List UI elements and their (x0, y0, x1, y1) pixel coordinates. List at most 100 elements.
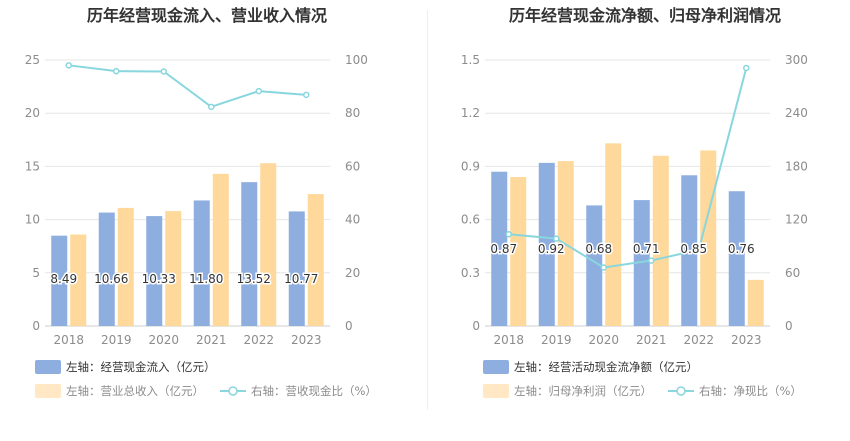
line-point (505, 230, 512, 238)
bar-revenue (70, 234, 87, 326)
bar-net-profit (510, 177, 527, 326)
bar-cash-inflow (146, 216, 163, 326)
data-label: 0.68 (585, 242, 612, 256)
legend-swatch-blue (35, 360, 61, 374)
right-axis-tick-label: 60 (345, 159, 360, 173)
x-axis-tick-label: 2020 (588, 333, 619, 347)
left-axis-tick-label: 10 (25, 213, 40, 227)
line-point (648, 257, 655, 264)
line-series (68, 64, 307, 108)
legend-swatch-orange (483, 384, 509, 398)
left-axis-tick-label: 1.5 (461, 53, 480, 67)
x-axis-tick-label: 2022 (243, 333, 274, 347)
data-label: 10.33 (142, 272, 176, 286)
legend-label: 左轴：经营活动现金流净额（亿元） (514, 360, 698, 374)
right-axis-tick-label: 0 (345, 319, 353, 333)
left-axis-tick-label: 0.6 (461, 213, 480, 227)
data-label: 10.77 (284, 272, 318, 286)
data-label: 0.87 (490, 242, 517, 256)
panel-divider (427, 10, 428, 410)
line-point (600, 264, 607, 271)
bar-cash-inflow (193, 200, 210, 326)
left-axis-tick-label: 0 (472, 319, 480, 333)
bar-revenue (212, 173, 229, 326)
line-point (113, 67, 120, 75)
data-label: 0.92 (538, 242, 565, 256)
legend-swatch-blue (483, 360, 509, 374)
line-series (508, 67, 748, 269)
legend-label: 左轴：经营现金流入（亿元） (66, 360, 216, 374)
legend-label: 左轴：归母净利润（亿元） (514, 384, 652, 398)
right-axis-tick-label: 20 (345, 266, 360, 280)
data-label: 8.49 (50, 272, 77, 286)
legend-swatch-orange (35, 384, 61, 398)
x-axis-tick-label: 2023 (731, 333, 762, 347)
right-axis-tick-label: 300 (785, 53, 808, 67)
line-point (743, 64, 750, 72)
left-axis-tick-label: 0.9 (461, 159, 480, 173)
bar-revenue (307, 194, 324, 326)
data-label: 13.52 (237, 272, 271, 286)
chart-title: 历年经营现金流入、营业收入情况 (87, 6, 327, 25)
bar-cash-inflow (98, 212, 115, 326)
x-axis-tick-label: 2019 (101, 333, 132, 347)
bar-net-cashflow (681, 175, 698, 326)
line-point (255, 87, 262, 95)
bar-revenue (260, 163, 277, 326)
line-point (160, 68, 167, 75)
right-axis-tick-label: 60 (785, 266, 800, 280)
bar-net-profit (605, 143, 622, 326)
x-axis-tick-label: 2021 (196, 333, 227, 347)
bar-cash-inflow (288, 211, 305, 326)
legend-line-marker (228, 386, 238, 396)
bar-revenue (117, 207, 134, 326)
left-axis-tick-label: 25 (25, 53, 40, 67)
data-label: 10.66 (94, 272, 128, 286)
left-axis-tick-label: 0.3 (461, 266, 480, 280)
bar-net-profit (747, 279, 764, 326)
right-axis-tick-label: 40 (345, 213, 360, 227)
left-axis-tick-label: 15 (25, 159, 40, 173)
data-label: 0.85 (680, 242, 707, 256)
chart-cash-inflow-revenue: 历年经营现金流入、营业收入情况 0 5 10 15 20 25 0 20 40 60 80 100 201… (25, 6, 377, 398)
x-axis-tick-label: 2018 (493, 333, 524, 347)
line-point (208, 103, 215, 111)
line-point (303, 91, 310, 99)
right-axis-tick-label: 120 (785, 213, 808, 227)
bar-cash-inflow (241, 182, 258, 326)
right-axis-tick-label: 100 (345, 53, 368, 67)
bar-net-cashflow (728, 191, 745, 326)
bar-net-profit (652, 155, 669, 326)
right-axis-tick-label: 180 (785, 159, 808, 173)
x-axis-tick-label: 2019 (541, 333, 572, 347)
bar-net-cashflow (538, 162, 555, 326)
x-axis-tick-label: 2023 (291, 333, 322, 347)
chart-net-cashflow-profit: 历年经营现金流净额、归母净利润情况 0 0.3 0.6 0.9 1.2 1.5 0 60 120 1… (461, 6, 808, 398)
legend-label: 右轴：营收现金比（%） (251, 384, 377, 398)
bar-net-cashflow (633, 200, 650, 326)
left-axis-tick-label: 0 (32, 319, 40, 333)
line-point (65, 62, 72, 69)
right-axis-tick-label: 0 (785, 319, 793, 333)
bar-net-cashflow (586, 205, 603, 326)
right-axis-tick-label: 80 (345, 106, 360, 120)
data-label: 0.76 (728, 242, 755, 256)
right-axis-tick-label: 240 (785, 106, 808, 120)
legend-label: 左轴：营业总收入（亿元） (66, 384, 204, 398)
data-label: 11.80 (189, 272, 223, 286)
x-axis-tick-label: 2018 (53, 333, 84, 347)
legend-line-marker (676, 386, 686, 396)
x-axis-tick-label: 2022 (683, 333, 714, 347)
bar-net-cashflow (491, 171, 508, 326)
x-axis-tick-label: 2021 (636, 333, 667, 347)
bar-cash-inflow (51, 235, 68, 326)
data-label: 0.71 (633, 242, 660, 256)
line-point (695, 246, 702, 254)
left-axis-tick-label: 5 (32, 266, 40, 280)
x-axis-tick-label: 2020 (148, 333, 179, 347)
bar-revenue (165, 211, 182, 326)
legend-label: 右轴：净现比（%） (699, 384, 802, 398)
line-point (553, 235, 560, 242)
chart-title: 历年经营现金流净额、归母净利润情况 (509, 6, 781, 25)
